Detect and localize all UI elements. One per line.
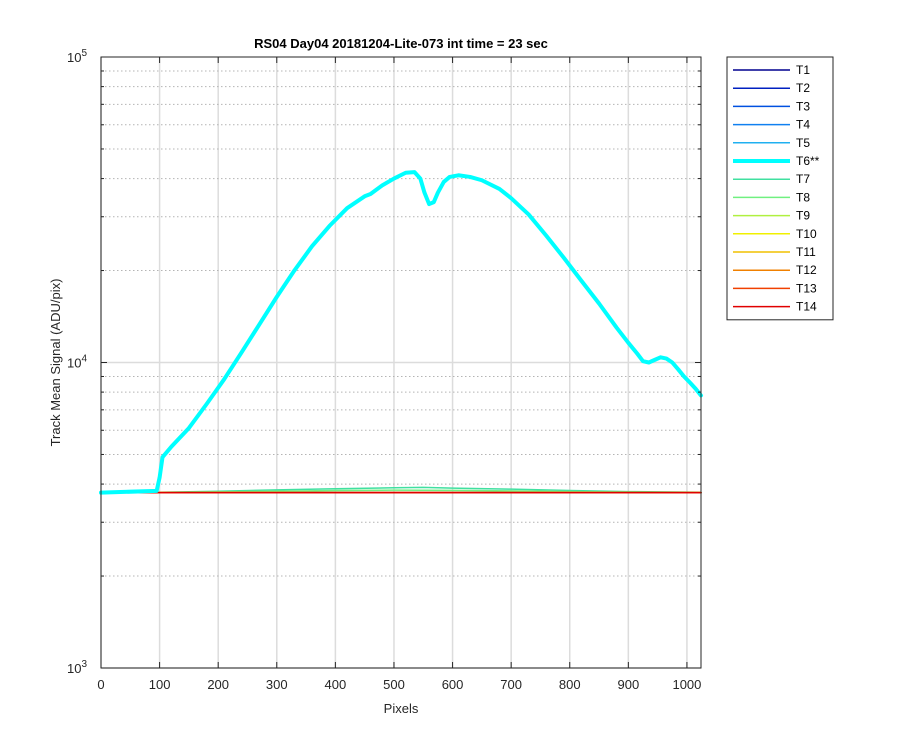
legend-label-T11: T11 <box>796 245 816 259</box>
y-axis-label: Track Mean Signal (ADU/pix) <box>48 279 63 447</box>
x-tick-label: 0 <box>97 677 104 692</box>
x-axis-label: Pixels <box>384 701 419 716</box>
x-tick-label: 800 <box>559 677 581 692</box>
legend-label-T1: T1 <box>796 63 810 77</box>
legend-label-T9: T9 <box>796 209 810 223</box>
legend-label-T5: T5 <box>796 136 810 150</box>
legend-label-T10: T10 <box>796 227 817 241</box>
legend-label-T7: T7 <box>796 172 810 186</box>
legend-label-T4: T4 <box>796 118 810 132</box>
legend-label-T6: T6** <box>796 154 820 168</box>
x-tick-label: 100 <box>149 677 171 692</box>
legend-label-T8: T8 <box>796 190 810 204</box>
legend-label-T2: T2 <box>796 81 810 95</box>
chart-title: RS04 Day04 20181204-Lite-073 int time = … <box>254 36 548 51</box>
x-tick-label: 200 <box>207 677 229 692</box>
legend-box <box>726 56 834 321</box>
y-tick-label: 103 <box>67 659 87 676</box>
legend-label-T14: T14 <box>796 300 817 314</box>
legend-label-T3: T3 <box>796 99 810 113</box>
series-line-T6 <box>99 170 703 495</box>
x-tick-label: 600 <box>442 677 464 692</box>
series-layer <box>99 170 703 495</box>
legend-label-T12: T12 <box>796 263 817 277</box>
x-tick-label: 400 <box>325 677 347 692</box>
x-tick-label: 700 <box>500 677 522 692</box>
x-tick-label: 1000 <box>672 677 701 692</box>
y-tick-label: 104 <box>67 354 87 371</box>
x-tick-label: 900 <box>617 677 639 692</box>
legend-label-T13: T13 <box>796 281 817 295</box>
y-tick-label: 105 <box>67 48 87 65</box>
ticks: 0 100 200 300 400 500 600 700 800 900 1000 103 104 10… <box>67 48 701 692</box>
grid <box>100 57 701 669</box>
x-tick-label: 300 <box>266 677 288 692</box>
legend: T1 T2 T3 T4 T5 T6** T7 T8 T9 T10 T11 T12 T13 T14 <box>726 56 834 321</box>
x-tick-label: 500 <box>383 677 405 692</box>
